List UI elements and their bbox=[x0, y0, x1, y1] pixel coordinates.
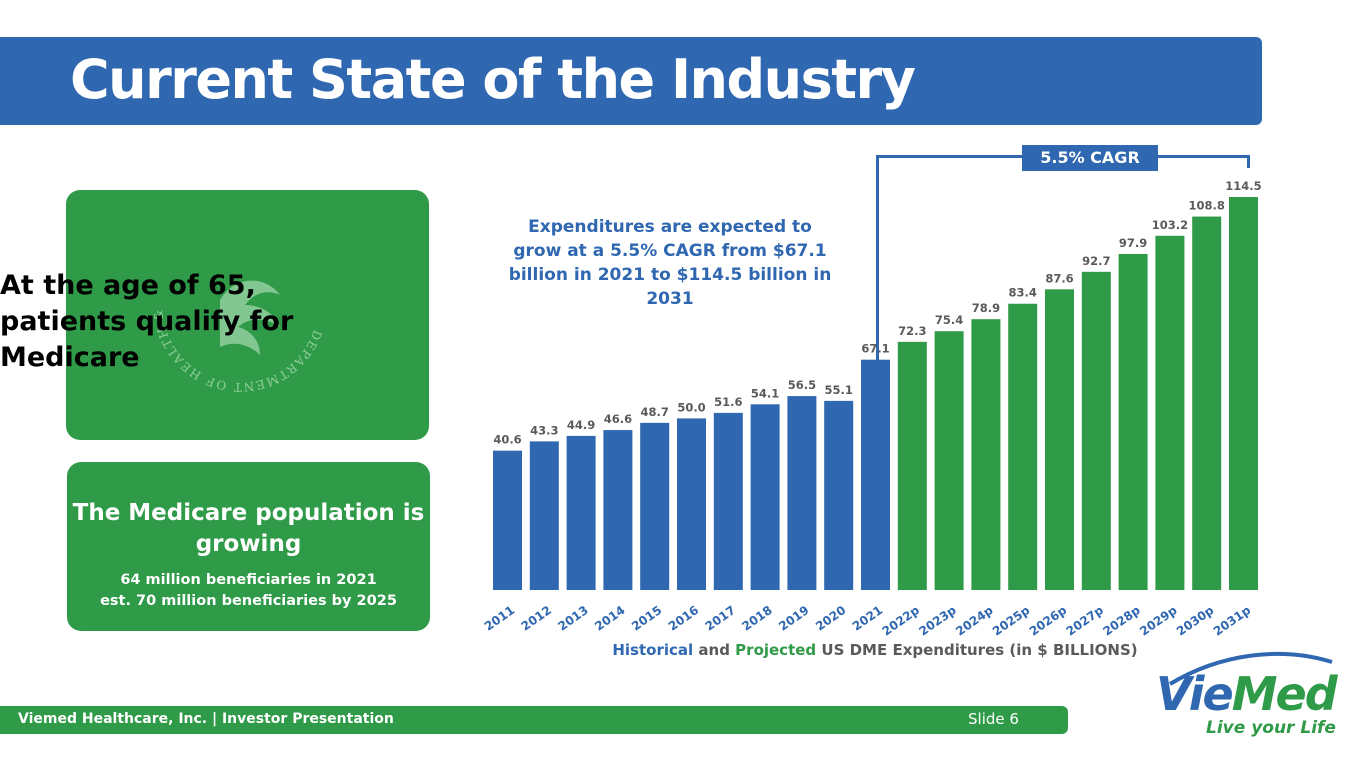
caption-historical: Historical bbox=[612, 641, 694, 659]
value-label-2015: 48.7 bbox=[641, 405, 669, 419]
population-line-2: est. 70 million beneficiaries by 2025 bbox=[100, 593, 397, 609]
bar-2017 bbox=[713, 412, 743, 590]
value-label-2013: 44.9 bbox=[567, 418, 595, 432]
x-tick-2023p: 2023p bbox=[916, 603, 959, 639]
logo-med: Med bbox=[1231, 667, 1338, 721]
logo-swoosh-icon bbox=[1168, 651, 1333, 686]
cagr-annotation: Expenditures are expected to grow at a 5… bbox=[508, 217, 832, 309]
x-tick-2022p: 2022p bbox=[880, 603, 923, 639]
value-label-2017: 51.6 bbox=[714, 395, 742, 409]
value-label-2011: 40.6 bbox=[493, 433, 521, 447]
bar-2020 bbox=[824, 400, 854, 590]
bar-2029p bbox=[1155, 235, 1185, 590]
logo-wordmark: VieMed bbox=[1156, 666, 1338, 722]
x-tick-2016: 2016 bbox=[666, 603, 701, 634]
bar-2014 bbox=[603, 430, 633, 590]
x-tick-2025p: 2025p bbox=[990, 603, 1033, 639]
x-tick-2018: 2018 bbox=[739, 603, 774, 634]
bar-2021 bbox=[861, 359, 890, 590]
bar-2018 bbox=[750, 404, 780, 590]
cagr-label: 5.5% CAGR bbox=[1022, 145, 1158, 171]
viemed-logo: VieMed Live your Life bbox=[1150, 646, 1340, 746]
logo-vie: Vie bbox=[1156, 667, 1234, 721]
value-label-2022p: 72.3 bbox=[898, 324, 926, 338]
cagr-bracket-left-vertical bbox=[876, 156, 879, 384]
value-label-2012: 43.3 bbox=[530, 423, 558, 437]
value-label-2024p: 78.9 bbox=[972, 301, 1000, 315]
cagr-bracket-top-left bbox=[876, 155, 1026, 158]
value-label-2026p: 87.6 bbox=[1045, 271, 1073, 285]
x-tick-2026p: 2026p bbox=[1027, 603, 1070, 639]
value-label-2018: 54.1 bbox=[751, 386, 779, 400]
bar-2016 bbox=[677, 418, 706, 590]
value-label-2020: 55.1 bbox=[825, 383, 853, 397]
logo-tagline: Live your Life bbox=[1206, 718, 1336, 738]
x-tick-2031p: 2031p bbox=[1211, 603, 1254, 639]
title-bar bbox=[0, 37, 1262, 125]
bar-2011 bbox=[493, 450, 522, 590]
value-label-2028p: 97.9 bbox=[1119, 236, 1147, 250]
bar-2012 bbox=[529, 441, 559, 590]
footer-bar bbox=[0, 706, 1068, 734]
x-tick-2015: 2015 bbox=[629, 603, 664, 634]
bar-2025p bbox=[1008, 303, 1038, 590]
caption-projected: Projected bbox=[735, 641, 817, 659]
population-title: The Medicare population is growing bbox=[72, 500, 425, 557]
value-label-2029p: 103.2 bbox=[1152, 218, 1188, 232]
slide-number: Slide 6 bbox=[968, 710, 1019, 728]
bar-2026p bbox=[1045, 289, 1074, 590]
x-tick-2027p: 2027p bbox=[1064, 603, 1107, 639]
value-label-2019: 56.5 bbox=[788, 378, 816, 392]
bar-2028p bbox=[1118, 253, 1148, 590]
x-tick-2014: 2014 bbox=[592, 603, 627, 634]
caption-rest: US DME Expenditures (in $ BILLIONS) bbox=[821, 641, 1138, 659]
cagr-bracket-right-vertical bbox=[1247, 156, 1250, 168]
x-tick-2013: 2013 bbox=[555, 603, 590, 634]
page-title: Current State of the Industry bbox=[70, 48, 916, 111]
bar-2022p bbox=[897, 341, 927, 590]
x-tick-2030p: 2030p bbox=[1174, 603, 1217, 639]
x-tick-2012: 2012 bbox=[519, 603, 554, 634]
dme-expenditure-chart: 40.6 2011 43.3 2012 44.9 2013 46.6 2014 48.7 2015… bbox=[482, 179, 1262, 639]
x-tick-2011: 2011 bbox=[482, 603, 517, 634]
x-tick-2029p: 2029p bbox=[1137, 603, 1180, 639]
hhs-seal-icon: DEPARTMENT OF HEALTH & HUMAN SERVICES · … bbox=[140, 205, 323, 394]
bar-2024p bbox=[971, 319, 1001, 590]
bar-2023p bbox=[934, 331, 964, 590]
value-label-2030p: 108.8 bbox=[1189, 199, 1225, 213]
medicare-population-card: The Medicare population is growing 64 mi… bbox=[67, 462, 430, 631]
x-tick-2024p: 2024p bbox=[953, 603, 996, 639]
value-label-2016: 50.0 bbox=[677, 400, 705, 414]
x-tick-2020: 2020 bbox=[813, 603, 848, 634]
bar-2019 bbox=[787, 396, 817, 590]
chart-caption: Historical and Projected US DME Expendit… bbox=[520, 641, 1230, 659]
bar-2027p bbox=[1081, 271, 1111, 590]
bar-2013 bbox=[566, 435, 596, 590]
cagr-bracket-top-right bbox=[1154, 155, 1250, 158]
bar-2031p bbox=[1229, 197, 1258, 590]
medicare-age-text: At the age of 65, patients qualify for M… bbox=[0, 270, 294, 373]
x-tick-2028p: 2028p bbox=[1100, 603, 1143, 639]
value-label-2021: 67.1 bbox=[861, 342, 889, 356]
x-tick-2017: 2017 bbox=[703, 603, 738, 634]
value-label-2025p: 83.4 bbox=[1009, 286, 1037, 300]
population-line-1: 64 million beneficiaries in 2021 bbox=[120, 572, 377, 588]
footer-company: Viemed Healthcare, Inc. | Investor Prese… bbox=[18, 711, 394, 727]
value-label-2031p: 114.5 bbox=[1225, 179, 1261, 193]
value-label-2027p: 92.7 bbox=[1082, 254, 1110, 268]
population-detail: 64 million beneficiaries in 2021 est. 70… bbox=[67, 570, 430, 612]
x-tick-2019: 2019 bbox=[776, 603, 811, 634]
value-label-2023p: 75.4 bbox=[935, 313, 963, 327]
value-label-2014: 46.6 bbox=[604, 412, 632, 426]
bar-2030p bbox=[1192, 216, 1222, 590]
bar-2015 bbox=[640, 422, 670, 590]
caption-and: and bbox=[698, 641, 730, 659]
